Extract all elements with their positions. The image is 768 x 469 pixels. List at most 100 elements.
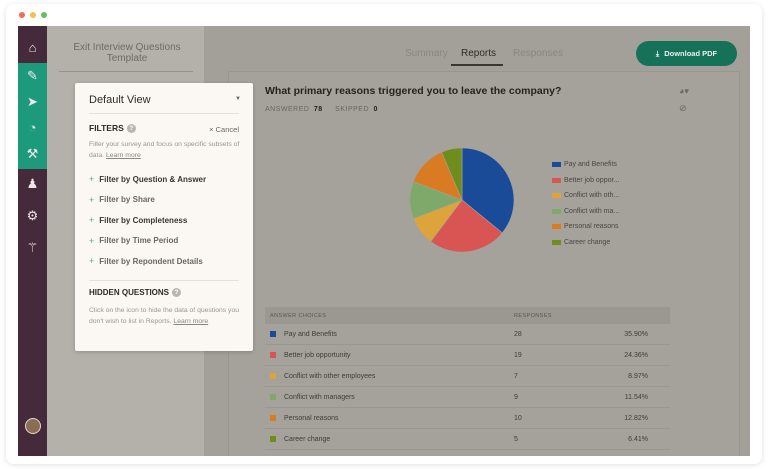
answer-choice: Conflict with managers bbox=[265, 394, 355, 401]
table-row: Career change 5 6.41% bbox=[265, 429, 670, 450]
app-body: ⌂ ✎ ➤ ◔ ⚒ ♟ ⚙ ⚚ Exit Interview Questions… bbox=[18, 26, 750, 456]
download-pdf-button[interactable]: ⤓ Download PDF bbox=[636, 41, 737, 66]
magic-wand-icon[interactable]: ⚚ bbox=[26, 240, 39, 255]
legend-swatch bbox=[552, 208, 561, 214]
legend-item[interactable]: Career change bbox=[552, 235, 619, 251]
response-count: 5 bbox=[514, 435, 518, 443]
close-window-dot[interactable] bbox=[19, 12, 25, 18]
filter-share[interactable]: + Filter by Share bbox=[89, 190, 206, 211]
skipped-label: SKIPPED bbox=[335, 106, 370, 113]
row-swatch bbox=[270, 331, 276, 337]
plus-icon: + bbox=[89, 174, 95, 185]
row-swatch bbox=[270, 394, 276, 400]
home-icon[interactable]: ⌂ bbox=[28, 40, 37, 55]
answered-count: 78 bbox=[313, 106, 323, 113]
hidden-questions-description: Click on the icon to hide the data of qu… bbox=[89, 305, 243, 327]
analytics-icon[interactable]: ◔ bbox=[28, 120, 37, 135]
response-count: 9 bbox=[514, 393, 518, 401]
response-percent: 24.36% bbox=[624, 351, 648, 359]
main-content: Summary Reports Responses ⤓ Download PDF… bbox=[204, 26, 750, 456]
hidden-questions-text: Click on the icon to hide the data of qu… bbox=[89, 307, 240, 325]
window-controls bbox=[19, 12, 47, 18]
legend-item[interactable]: Conflict with oth... bbox=[552, 188, 619, 204]
active-tab-indicator bbox=[451, 64, 503, 66]
close-icon: × bbox=[209, 125, 214, 134]
legend-item[interactable]: Conflict with ma... bbox=[552, 204, 619, 220]
learn-more-link[interactable]: Learn more bbox=[173, 318, 209, 325]
users-icon[interactable]: ♟ bbox=[26, 176, 39, 191]
answer-choice-label: Conflict with other employees bbox=[284, 372, 376, 380]
answer-choice: Career change bbox=[265, 436, 330, 443]
response-count: 7 bbox=[514, 372, 518, 380]
view-selector[interactable]: Default View bbox=[89, 94, 151, 106]
gear-icon[interactable]: ⚙ bbox=[26, 208, 39, 223]
answer-choice-label: Career change bbox=[284, 435, 331, 443]
plus-icon: + bbox=[89, 215, 95, 226]
hidden-questions-heading: HIDDEN QUESTIONS ? bbox=[89, 288, 182, 297]
filters-heading: FILTERS ? bbox=[89, 123, 136, 133]
view-dropdown: Default View ▼ FILTERS ? × Cancel Filter… bbox=[75, 83, 253, 351]
filter-question-answer[interactable]: + Filter by Question & Answer bbox=[89, 169, 206, 190]
pie-slice[interactable] bbox=[441, 147, 463, 201]
hide-question-icon[interactable]: ⊘ bbox=[679, 103, 687, 113]
row-swatch bbox=[270, 436, 276, 442]
filter-label: Filter by Time Period bbox=[99, 236, 179, 246]
filter-respondent-details[interactable]: + Filter by Repondent Details bbox=[89, 251, 206, 272]
response-count: 19 bbox=[514, 351, 522, 359]
survey-title: Exit Interview Questions Template bbox=[73, 42, 181, 64]
table-header: ANSWER CHOICES RESPONSES bbox=[265, 307, 670, 324]
row-swatch bbox=[270, 352, 276, 358]
pie-chart bbox=[409, 147, 515, 253]
chart-type-icon[interactable]: ◕▾ bbox=[679, 86, 689, 96]
answer-choice: Personal reasons bbox=[265, 415, 338, 422]
pencil-icon[interactable]: ✎ bbox=[27, 68, 38, 83]
filters-description: Filter your survey and focus on specific… bbox=[89, 140, 243, 161]
send-icon[interactable]: ➤ bbox=[27, 94, 38, 109]
tab-responses[interactable]: Responses bbox=[513, 48, 564, 59]
app-window: ⌂ ✎ ➤ ◔ ⚒ ♟ ⚙ ⚚ Exit Interview Questions… bbox=[6, 4, 762, 464]
legend-item[interactable]: Personal reasons bbox=[552, 219, 619, 235]
maximize-window-dot[interactable] bbox=[41, 12, 47, 18]
download-pdf-label: Download PDF bbox=[664, 49, 718, 58]
plus-icon: + bbox=[89, 194, 95, 205]
filter-time-period[interactable]: + Filter by Time Period bbox=[89, 231, 206, 252]
legend-label: Conflict with oth... bbox=[564, 192, 620, 200]
minimize-window-dot[interactable] bbox=[30, 12, 36, 18]
wrench-icon[interactable]: ⚒ bbox=[26, 146, 39, 161]
download-icon: ⤓ bbox=[655, 48, 660, 58]
header-responses: RESPONSES bbox=[514, 312, 552, 319]
answer-choice: Better job opportunity bbox=[265, 352, 351, 359]
nav-rail-active-group bbox=[18, 63, 47, 169]
filter-completeness[interactable]: + Filter by Completeness bbox=[89, 210, 206, 231]
tab-summary[interactable]: Summary bbox=[405, 48, 448, 59]
question-actions: ◕▾ ⊘ bbox=[679, 86, 709, 116]
avatar[interactable] bbox=[25, 418, 41, 434]
filter-label: Filter by Repondent Details bbox=[99, 256, 203, 266]
response-count: 10 bbox=[514, 414, 522, 422]
pie-slice[interactable] bbox=[461, 147, 515, 234]
hidden-questions-label: HIDDEN QUESTIONS bbox=[89, 288, 170, 297]
divider bbox=[59, 71, 193, 72]
cancel-button[interactable]: × Cancel bbox=[209, 125, 239, 134]
caret-down-icon[interactable]: ▼ bbox=[235, 96, 241, 102]
response-percent: 11.54% bbox=[624, 393, 648, 401]
plus-icon: + bbox=[89, 256, 95, 267]
legend-swatch bbox=[552, 239, 561, 245]
plus-icon: + bbox=[89, 235, 95, 246]
help-icon[interactable]: ? bbox=[172, 288, 182, 297]
table-row: Personal reasons 10 12.82% bbox=[265, 408, 670, 429]
legend-label: Pay and Benefits bbox=[564, 161, 617, 169]
pie-slice[interactable] bbox=[430, 199, 503, 253]
help-icon[interactable]: ? bbox=[126, 123, 136, 133]
question-stats: ANSWERED 78 SKIPPED 0 bbox=[265, 106, 388, 113]
learn-more-link[interactable]: Learn more bbox=[106, 151, 141, 159]
legend-item[interactable]: Pay and Benefits bbox=[552, 157, 619, 173]
legend-item[interactable]: Better job oppor... bbox=[552, 173, 619, 189]
legend-label: Conflict with ma... bbox=[564, 207, 620, 215]
responses-table: ANSWER CHOICES RESPONSES Pay and Benefit… bbox=[265, 307, 670, 450]
row-swatch bbox=[270, 373, 276, 379]
tab-reports[interactable]: Reports bbox=[461, 48, 497, 59]
answer-choice-label: Personal reasons bbox=[284, 414, 339, 422]
legend-label: Better job oppor... bbox=[564, 176, 620, 184]
answer-choice: Conflict with other employees bbox=[265, 373, 375, 380]
